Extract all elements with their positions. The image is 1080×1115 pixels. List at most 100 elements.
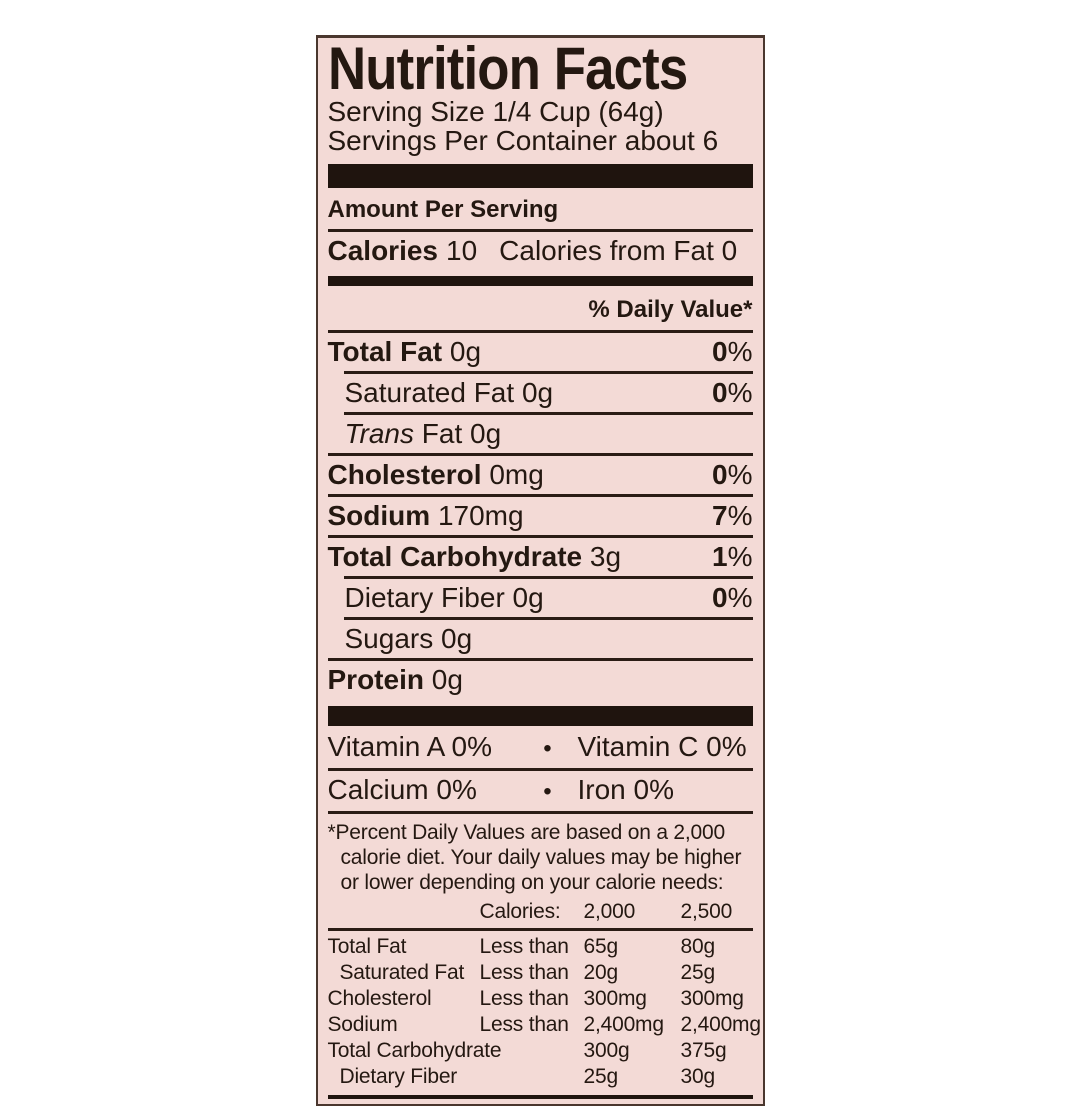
header-calories: Calories:: [479, 900, 561, 923]
dv-value: 0: [712, 582, 728, 613]
divider-thin: [327, 494, 753, 497]
nutrient-name: Saturated Fat 0g: [328, 378, 554, 408]
vitamin-row-1: Vitamin A 0% • Vitamin C 0%: [328, 728, 753, 768]
table-header-row: Calories: 2,000 2,500: [328, 899, 753, 926]
nutrient-row-sodium: Sodium 170mg 7%: [328, 497, 753, 535]
dv-value: 1: [712, 541, 728, 572]
divider-medium: [327, 276, 753, 286]
divider-thin: [327, 811, 753, 814]
nutrient-dv: 0%: [712, 337, 752, 367]
nutrient-row-cholesterol: Cholesterol 0mg 0%: [328, 456, 753, 494]
nutrient-row-trans-fat: Trans Fat 0g: [328, 415, 753, 453]
divider-thin: [327, 453, 753, 456]
row-name: Total Fat: [327, 935, 407, 958]
bullet-separator: •: [543, 735, 552, 762]
divider-thin: [327, 229, 753, 232]
serving-size-text: Serving Size 1/4 Cup (64g): [327, 96, 664, 127]
row-value-2000: 25g: [583, 1065, 619, 1088]
row-value-2500: 30g: [680, 1065, 716, 1088]
nutrient-label: Total Fat: [327, 336, 443, 367]
nutrient-amount: 0g: [441, 623, 473, 654]
row-value-2000: 300g: [583, 1039, 630, 1062]
label-title: Nutrition Facts: [327, 35, 688, 102]
nutrition-facts-label: Nutrition Facts Serving Size 1/4 Cup (64…: [315, 35, 765, 1106]
dv-value: 0: [712, 459, 728, 490]
divider-bottom-rule: [327, 1095, 753, 1099]
divider-thin-indented: [343, 617, 753, 620]
table-row-cholesterol: Cholesterol Less than 300mg 300mg: [328, 986, 753, 1012]
table-row-sodium: Sodium Less than 2,400mg 2,400mg: [327, 1012, 762, 1038]
nutrient-row-protein: Protein 0g: [328, 661, 753, 699]
calories-label: Calories: [327, 235, 439, 266]
percent-sign: %: [727, 500, 753, 531]
row-qualifier: Less than: [479, 1013, 569, 1036]
row-value-2500: 25g: [680, 961, 716, 984]
nutrient-name: Total Fat 0g: [328, 337, 482, 367]
calories-row: Calories 10 Calories from Fat 0: [328, 232, 753, 271]
nutrient-label-italic: Trans: [344, 418, 415, 449]
footnote-asterisk: *: [327, 821, 336, 844]
nutrient-name: Trans Fat 0g: [328, 419, 502, 449]
header-2500: 2,500: [680, 900, 733, 923]
calcium: Calcium 0%: [327, 774, 477, 805]
nutrient-amount: 0g: [521, 377, 554, 408]
nutrient-amount: 0g: [449, 336, 482, 367]
nutrient-row-total-carbohydrate: Total Carbohydrate 3g 1%: [328, 538, 753, 576]
percent-sign: %: [727, 459, 753, 490]
row-name: Sodium: [327, 1013, 398, 1036]
nutrient-label: Cholesterol: [327, 459, 482, 490]
nutrient-dv: 1%: [712, 542, 752, 572]
divider-thin: [327, 658, 753, 661]
header-spacer: [328, 899, 480, 925]
vitamin-a: Vitamin A 0%: [327, 731, 492, 762]
divider-thin-indented: [343, 576, 753, 579]
calories-from-fat: Calories from Fat 0: [499, 235, 738, 266]
table-divider: [327, 928, 753, 931]
divider-thin: [327, 768, 753, 771]
nutrient-label: Sodium: [327, 500, 431, 531]
nutrient-label: Dietary Fiber: [344, 582, 505, 613]
table-row-total-carbohydrate: Total Carbohydrate 300g 375g: [328, 1038, 753, 1064]
divider-thin-indented: [343, 371, 753, 374]
nutrient-row-dietary-fiber: Dietary Fiber 0g 0%: [328, 579, 753, 617]
row-value-2000: 65g: [583, 935, 619, 958]
nutrient-amount: 3g: [589, 541, 622, 572]
table-row-saturated-fat: Saturated Fat Less than 20g 25g: [328, 960, 753, 986]
row-value-2000: 300mg: [583, 987, 647, 1010]
footnote-text: Percent Daily Values are based on a 2,00…: [335, 821, 742, 894]
amount-per-serving-heading: Amount Per Serving: [327, 196, 559, 223]
row-name: Cholesterol: [327, 987, 432, 1010]
nutrient-dv: 7%: [712, 501, 752, 531]
row-value-2500: 2,400mg: [680, 1013, 762, 1036]
row-value-2500: 80g: [680, 935, 716, 958]
row-value-2000: 20g: [583, 961, 619, 984]
vitamin-row-2: Calcium 0% • Iron 0%: [328, 771, 753, 811]
nutrient-amount: 0g: [512, 582, 544, 613]
table-row-total-fat: Total Fat Less than 65g 80g: [328, 934, 753, 960]
nutrient-row-saturated-fat: Saturated Fat 0g 0%: [328, 374, 753, 412]
nutrient-name: Dietary Fiber 0g: [328, 583, 544, 613]
nutrient-name: Cholesterol 0mg: [328, 460, 544, 490]
divider-thin-indented: [343, 412, 753, 415]
header-2000: 2,000: [583, 900, 636, 923]
nutrient-amount: 0g: [431, 664, 463, 695]
divider-thick-top: [327, 164, 753, 188]
nutrient-label: Fat: [421, 418, 463, 449]
nutrient-dv: 0%: [712, 460, 752, 490]
divider-thick-middle: [327, 706, 753, 726]
nutrient-name: Sodium 170mg: [328, 501, 524, 531]
row-value-2000: 2,400mg: [583, 1013, 665, 1036]
nutrient-dv: 0%: [712, 583, 752, 613]
row-qualifier: Less than: [479, 961, 569, 984]
table-row-dietary-fiber: Dietary Fiber 25g 30g: [328, 1064, 753, 1090]
divider-thin: [327, 535, 753, 538]
calories-value: 10: [446, 235, 478, 266]
daily-value-header: % Daily Value*: [588, 296, 753, 323]
divider-thin: [327, 330, 753, 333]
dv-value: 0: [712, 377, 728, 408]
nutrient-row-total-fat: Total Fat 0g 0%: [328, 333, 753, 371]
row-value-2500: 300mg: [680, 987, 744, 1010]
row-name: Dietary Fiber: [339, 1065, 458, 1088]
row-qualifier: Less than: [479, 987, 569, 1010]
bullet-separator: •: [543, 778, 552, 805]
